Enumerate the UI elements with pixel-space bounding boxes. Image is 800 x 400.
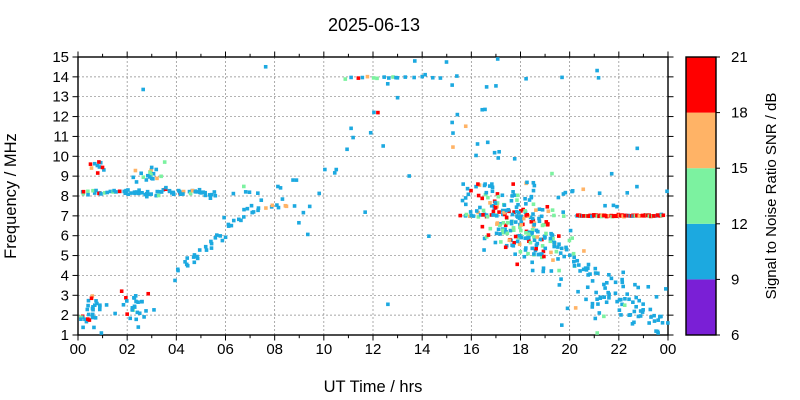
svg-text:8: 8 [61, 188, 69, 205]
svg-text:08: 08 [266, 341, 283, 358]
svg-text:15: 15 [52, 49, 69, 66]
svg-text:22: 22 [610, 341, 627, 358]
svg-text:4: 4 [61, 267, 69, 284]
svg-text:1: 1 [61, 327, 69, 344]
svg-text:7: 7 [61, 208, 69, 225]
svg-text:12: 12 [731, 216, 748, 233]
svg-text:2: 2 [61, 307, 69, 324]
svg-text:10: 10 [52, 148, 69, 165]
svg-text:02: 02 [119, 341, 136, 358]
svg-text:00: 00 [660, 341, 677, 358]
svg-text:10: 10 [315, 341, 332, 358]
svg-text:04: 04 [168, 341, 185, 358]
svg-text:6: 6 [61, 228, 69, 245]
svg-text:20: 20 [561, 341, 578, 358]
svg-text:21: 21 [731, 49, 748, 66]
svg-text:Signal to Noise Ratio SNR / dB: Signal to Noise Ratio SNR / dB [763, 93, 780, 300]
svg-text:06: 06 [217, 341, 234, 358]
svg-text:14: 14 [52, 69, 69, 86]
svg-text:9: 9 [61, 168, 69, 185]
svg-text:18: 18 [731, 105, 748, 122]
svg-text:11: 11 [53, 128, 69, 145]
svg-text:Frequency / MHz: Frequency / MHz [2, 133, 20, 259]
svg-text:9: 9 [731, 271, 739, 288]
svg-text:18: 18 [512, 341, 529, 358]
svg-text:6: 6 [731, 327, 739, 344]
svg-text:5: 5 [61, 248, 69, 265]
svg-text:UT Time / hrs: UT Time / hrs [324, 378, 423, 396]
svg-text:15: 15 [731, 160, 748, 177]
svg-text:2025-06-13: 2025-06-13 [328, 15, 420, 35]
svg-text:3: 3 [61, 287, 69, 304]
svg-text:00: 00 [70, 341, 87, 358]
svg-text:13: 13 [52, 89, 69, 106]
svg-text:16: 16 [463, 341, 480, 358]
svg-text:12: 12 [365, 341, 382, 358]
svg-text:12: 12 [52, 109, 69, 126]
svg-text:14: 14 [414, 341, 431, 358]
